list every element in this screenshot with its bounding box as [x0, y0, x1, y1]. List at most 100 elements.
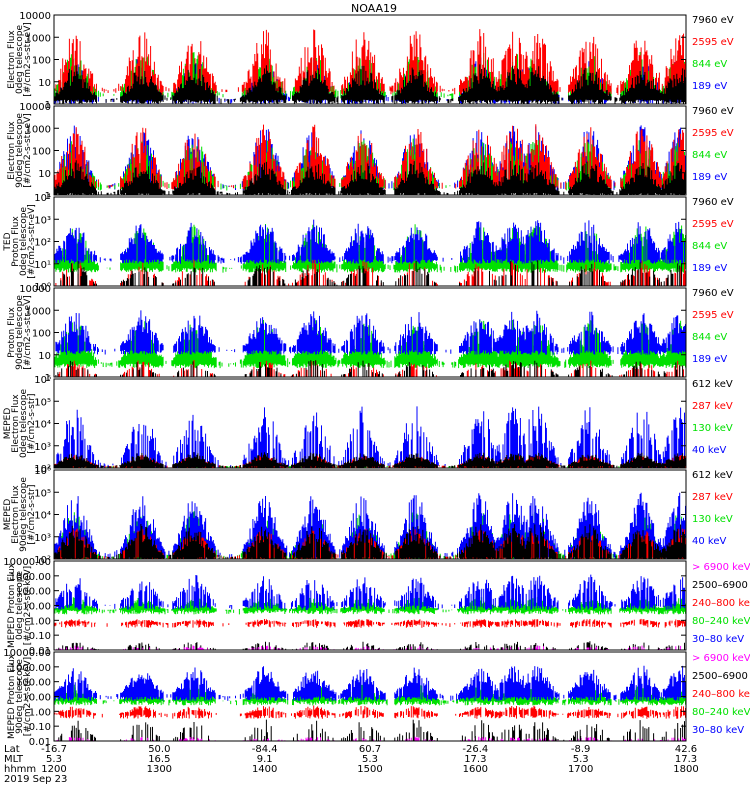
trace-black	[60, 260, 683, 286]
y-tick-label: 10⁵	[34, 397, 51, 408]
x-tick-label: 1300	[147, 764, 172, 775]
y-tick-label: 100.00	[16, 678, 51, 689]
trace-blue	[55, 574, 685, 610]
legend-entry: 130 keV	[692, 423, 733, 434]
legend-entry: > 6900 keV	[692, 653, 750, 664]
x-tick-label: 1600	[463, 764, 488, 775]
panel-7: 0.01 0.10 1.00 10.00 100.00 1000.00 10000.00ME…	[3, 557, 750, 657]
legend-entry: 612 keV	[692, 470, 733, 481]
x-tick-label: 60.7	[359, 744, 381, 755]
legend-entry: 7960 eV	[692, 288, 734, 299]
y-tick-label: 1	[45, 373, 51, 384]
legend-entry: 189 eV	[692, 263, 727, 274]
y-tick-label: 1000.00	[10, 663, 51, 674]
legend-entry: 240–800 keV	[692, 598, 750, 609]
y-axis-label: 0deg telescope	[15, 25, 25, 95]
y-axis-label: 0deg telescope	[19, 207, 29, 277]
x-tick-label: 50.0	[148, 744, 170, 755]
panel-8: 0.01 0.10 1.00 10.00 100.00 1000.00 10000.00ME…	[3, 648, 750, 748]
legend-entry: 844 eV	[692, 332, 727, 343]
legend-entry: 2500–6900	[692, 580, 748, 591]
y-tick-label: 1000	[26, 124, 51, 135]
y-tick-label: 1000	[26, 33, 51, 44]
legend-entry: 287 keV	[692, 401, 733, 412]
y-tick-label: 1.00	[29, 616, 51, 627]
y-tick-label: 10.00	[22, 602, 51, 613]
legend-entry: 7960 eV	[692, 197, 734, 208]
y-tick-label: 100	[32, 56, 51, 67]
y-axis-label: MEPED	[3, 499, 13, 531]
y-tick-label: 10.00	[22, 693, 51, 704]
x-tick-label: 17.3	[464, 754, 486, 765]
legend-entry: 7960 eV	[692, 15, 734, 26]
x-tick-label: 5.3	[46, 754, 62, 765]
x-tick-label: 5.3	[573, 754, 589, 765]
legend-entry: 30–80 keV	[692, 725, 744, 736]
y-tick-label: 10¹	[34, 260, 51, 271]
y-axis-label: 90deg telescope	[15, 659, 25, 734]
y-tick-label: 10⁶	[34, 375, 51, 386]
y-tick-label: 1	[45, 100, 51, 111]
legend-entry: 40 keV	[692, 536, 726, 547]
y-tick-label: 0.01	[29, 737, 51, 748]
y-tick-label: 10	[38, 78, 51, 89]
series-black-panel-3	[60, 260, 683, 286]
legend-entry: 287 keV	[692, 492, 733, 503]
y-tick-label: 10	[38, 351, 51, 362]
y-tick-label: 10000.00	[3, 648, 51, 659]
x-tick-label: 42.6	[675, 744, 697, 755]
y-tick-label: 10⁴	[34, 511, 51, 522]
y-axis-label: Proton Flux	[7, 307, 17, 358]
y-tick-label: 0.01	[29, 646, 51, 657]
y-tick-label: 1000.00	[10, 572, 51, 583]
x-tick-label: -16.7	[41, 744, 67, 755]
y-tick-label: 10⁶	[34, 466, 51, 477]
y-tick-label: 10⁰	[34, 282, 51, 293]
x-row-label: Lat	[4, 744, 20, 755]
x-tick-label: -8.9	[571, 744, 591, 755]
legend-entry: 7960 eV	[692, 106, 734, 117]
y-axis-label: Electron Flux	[11, 394, 21, 453]
x-tick-label: 1800	[673, 764, 698, 775]
y-tick-label: 100	[32, 147, 51, 158]
y-tick-label: 10⁴	[34, 420, 51, 431]
legend-entry: 2595 eV	[692, 37, 734, 48]
legend-entry: 844 eV	[692, 241, 727, 252]
legend-entry: > 6900 keV	[692, 562, 750, 573]
series-blue-panel-7	[55, 574, 685, 610]
legend-entry: 130 keV	[692, 514, 733, 525]
legend-entry: 612 keV	[692, 379, 733, 390]
trace-blue	[53, 219, 685, 264]
y-tick-label: 1.00	[29, 707, 51, 718]
chart-title: NOAA19	[351, 2, 397, 15]
y-axis-label: 90deg telescope	[19, 477, 29, 552]
series-black-panel-8	[58, 719, 685, 741]
y-tick-label: 0.10	[29, 722, 51, 733]
legend-entry: 189 eV	[692, 81, 727, 92]
y-axis-label: [#/cm2-s-str-eV]	[23, 295, 33, 370]
legend-entry: 2595 eV	[692, 128, 734, 139]
x-tick-label: 1700	[568, 764, 593, 775]
y-tick-label: 100.00	[16, 587, 51, 598]
y-tick-label: 100	[32, 329, 51, 340]
y-tick-label: 10²	[34, 555, 51, 566]
x-axis-group: LatMLThhmm-16.75.3120050.016.51300-84.49…	[4, 736, 699, 785]
y-tick-label: 10⁴	[34, 193, 51, 204]
y-tick-label: 10³	[34, 533, 51, 544]
trace-red	[53, 618, 686, 628]
y-axis-label: [#/cm2-s-str-keV]	[23, 657, 33, 736]
series-blue-panel-4	[55, 310, 686, 355]
y-axis-label: TED	[3, 232, 13, 251]
trace-blue	[53, 665, 686, 701]
y-tick-label: 10	[38, 169, 51, 180]
y-tick-label: 1000	[26, 306, 51, 317]
y-axis-label: MEPED	[3, 408, 13, 440]
date-label: 2019 Sep 23	[4, 774, 67, 785]
series-blue-panel-3	[53, 219, 685, 264]
legend-entry: 189 eV	[692, 354, 727, 365]
x-tick-label: -26.4	[462, 744, 488, 755]
x-tick-label: 1400	[252, 764, 277, 775]
